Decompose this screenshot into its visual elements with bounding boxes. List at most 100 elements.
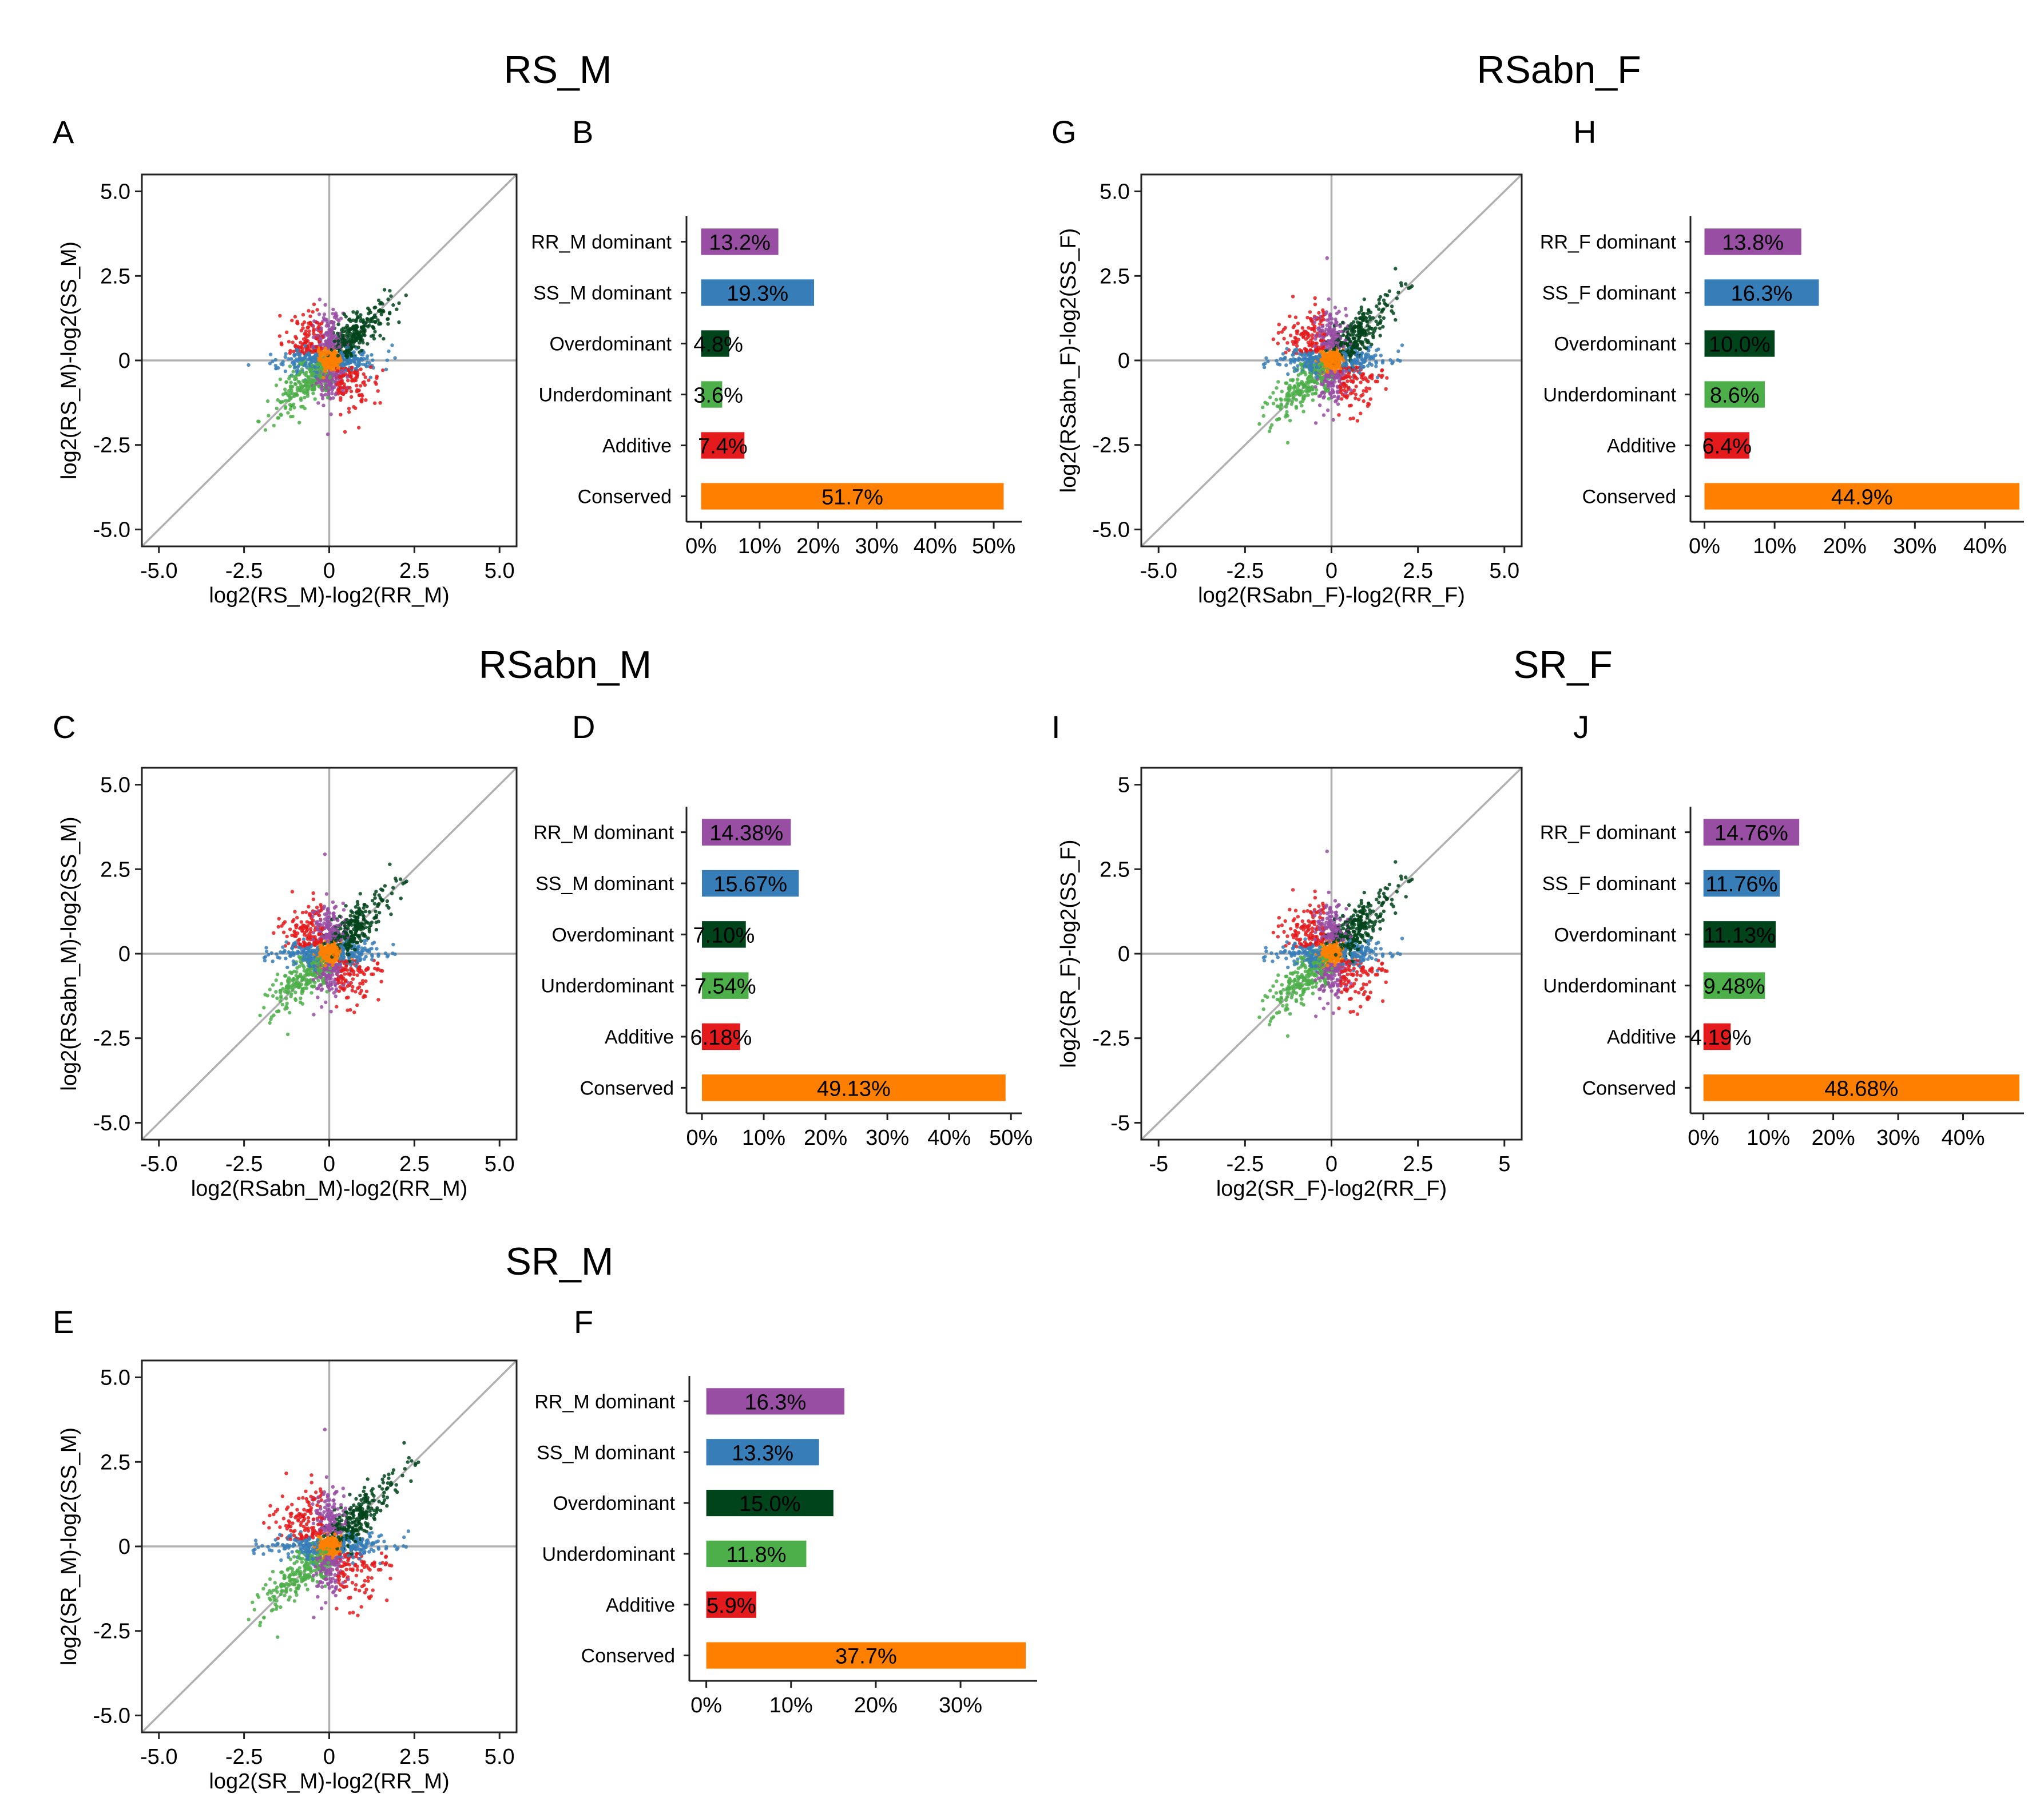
scatter-point bbox=[332, 339, 336, 343]
scatter-point bbox=[324, 967, 328, 971]
scatter-point bbox=[323, 852, 327, 856]
scatter-point bbox=[1350, 322, 1354, 326]
scatter-point bbox=[1285, 410, 1289, 414]
bar-x-tick-label: 20% bbox=[1823, 534, 1867, 558]
scatter-point bbox=[316, 325, 320, 330]
scatter-point bbox=[374, 915, 378, 919]
scatter-point bbox=[347, 318, 351, 322]
scatter-point bbox=[355, 1003, 359, 1007]
scatter-point bbox=[350, 989, 354, 993]
scatter-point bbox=[336, 970, 340, 974]
scatter-point bbox=[359, 313, 363, 317]
scatter-point bbox=[375, 374, 379, 379]
scatter-point bbox=[1385, 376, 1389, 380]
scatter-point bbox=[399, 896, 403, 900]
scatter-point bbox=[1297, 352, 1301, 356]
scatter-point bbox=[331, 947, 335, 951]
scatter-point bbox=[332, 906, 336, 910]
scatter-point bbox=[287, 340, 291, 344]
scatter-point bbox=[285, 965, 289, 970]
scatter-point bbox=[323, 357, 327, 361]
panel-letter: B bbox=[572, 114, 593, 150]
scatter-point bbox=[1325, 389, 1329, 393]
scatter-point bbox=[271, 359, 275, 363]
scatter-point bbox=[323, 913, 327, 917]
bar-category-label: RR_M dominant bbox=[531, 232, 672, 253]
scatter-point bbox=[281, 363, 285, 367]
scatter-point bbox=[354, 318, 358, 322]
bar-category-label: Overdominant bbox=[551, 924, 674, 946]
scatter-point bbox=[1367, 980, 1372, 984]
scatter-point bbox=[376, 919, 380, 923]
bar-x-tick-label: 0% bbox=[686, 1126, 718, 1150]
scatter-point bbox=[367, 312, 371, 316]
x-tick-label: 5.0 bbox=[485, 1152, 515, 1176]
scatter-point bbox=[1307, 381, 1311, 385]
scatter-point bbox=[303, 955, 307, 959]
chart-group-rsabn-f: RSabn_FG-5.0-5.0-2.5-2.5002.52.55.05.0lo… bbox=[1051, 48, 2024, 608]
scatter-point bbox=[1341, 382, 1345, 387]
scatter-point bbox=[1354, 366, 1359, 370]
scatter-point bbox=[1407, 286, 1411, 290]
scatter-point bbox=[302, 965, 306, 970]
scatter-point bbox=[1370, 373, 1374, 377]
scatter-point bbox=[380, 969, 384, 973]
scatter-point bbox=[375, 947, 379, 951]
scatter-point bbox=[316, 963, 320, 967]
scatter-point bbox=[342, 312, 346, 316]
scatter-point bbox=[376, 318, 380, 322]
bar-category-label: RR_F dominant bbox=[1540, 232, 1677, 253]
scatter-point bbox=[315, 957, 319, 961]
scatter-point bbox=[264, 946, 268, 950]
scatter-point bbox=[1324, 346, 1329, 350]
scatter-point bbox=[262, 1006, 266, 1010]
scatter-point bbox=[1359, 380, 1363, 384]
scatter-point bbox=[1338, 324, 1342, 328]
bar-value-label: 6.4% bbox=[1702, 435, 1752, 459]
scatter-point bbox=[1361, 330, 1365, 334]
scatter-point bbox=[286, 393, 290, 398]
scatter-point bbox=[308, 320, 312, 324]
scatter-point bbox=[1362, 311, 1366, 316]
scatter-point bbox=[1329, 316, 1334, 321]
scatter-point bbox=[1310, 344, 1315, 348]
scatter-point bbox=[1296, 364, 1300, 368]
scatter-point bbox=[1319, 339, 1323, 343]
scatter-point bbox=[326, 342, 330, 346]
scatter-point bbox=[327, 957, 331, 962]
scatter-point bbox=[307, 329, 311, 334]
scatter-point bbox=[288, 927, 292, 931]
scatter-point bbox=[1350, 346, 1354, 350]
scatter-point bbox=[367, 308, 372, 312]
scatter-point bbox=[358, 954, 362, 958]
scatter-point bbox=[327, 328, 331, 332]
scatter-point bbox=[1384, 387, 1388, 391]
scatter-point bbox=[1304, 372, 1308, 376]
scatter-point bbox=[315, 334, 319, 338]
scatter-point bbox=[293, 984, 297, 988]
scatter-point bbox=[295, 923, 299, 927]
scatter-point bbox=[320, 396, 325, 400]
scatter-point bbox=[1277, 323, 1281, 327]
scatter-point bbox=[312, 964, 316, 969]
scatter-point bbox=[336, 322, 340, 327]
scatter-point bbox=[1379, 354, 1383, 358]
bar-value-label: 7.10% bbox=[693, 923, 755, 947]
scatter-point bbox=[326, 926, 330, 930]
scatter-point bbox=[1346, 331, 1350, 335]
y-tick-label: -2.5 bbox=[93, 1027, 130, 1051]
scatter-point bbox=[337, 345, 342, 349]
scatter-point bbox=[320, 388, 324, 392]
scatter-point bbox=[1362, 360, 1367, 364]
scatter-point bbox=[288, 954, 292, 958]
scatter-point bbox=[279, 982, 284, 986]
scatter-point bbox=[1325, 318, 1329, 322]
scatter-point bbox=[1370, 342, 1374, 347]
scatter-point bbox=[299, 370, 304, 374]
scatter-point bbox=[350, 931, 354, 935]
scatter-point bbox=[263, 993, 267, 997]
scatter-point bbox=[1261, 405, 1265, 410]
scatter-point bbox=[319, 909, 323, 913]
scatter-point bbox=[328, 966, 332, 970]
scatter-point bbox=[1285, 441, 1290, 445]
